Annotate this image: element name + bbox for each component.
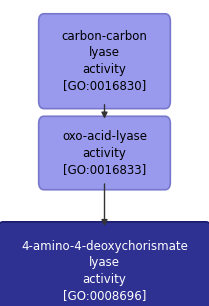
- FancyBboxPatch shape: [39, 116, 170, 190]
- FancyBboxPatch shape: [39, 14, 170, 109]
- FancyBboxPatch shape: [0, 222, 209, 306]
- Text: carbon-carbon
lyase
activity
[GO:0016830]: carbon-carbon lyase activity [GO:0016830…: [62, 30, 147, 92]
- Text: oxo-acid-lyase
activity
[GO:0016833]: oxo-acid-lyase activity [GO:0016833]: [62, 130, 147, 176]
- Text: 4-amino-4-deoxychorismate
lyase
activity
[GO:0008696]: 4-amino-4-deoxychorismate lyase activity…: [21, 240, 188, 302]
